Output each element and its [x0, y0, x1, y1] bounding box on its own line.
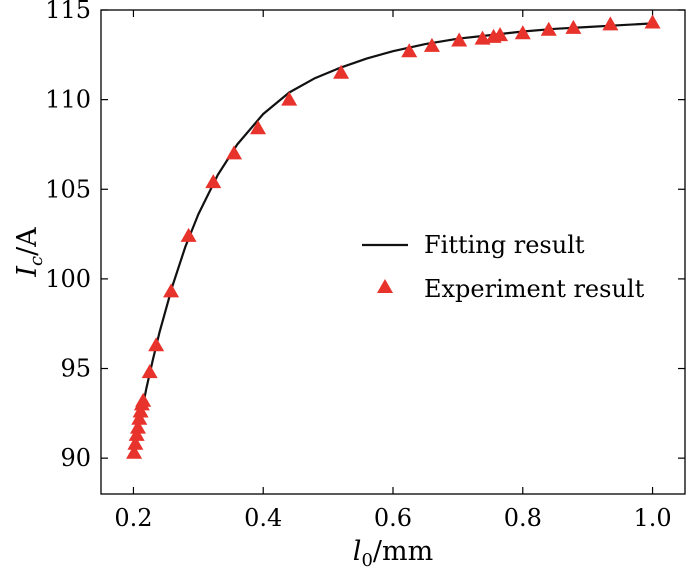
- experiment-point: [126, 444, 143, 459]
- x-axis-label: l0/mm: [353, 536, 433, 571]
- experiment-point: [250, 120, 267, 135]
- legend-label-experiment: Experiment result: [424, 275, 645, 303]
- experiment-point: [602, 16, 619, 31]
- experiment-point: [205, 174, 222, 189]
- experiment-point: [132, 403, 149, 418]
- x-tick-label: 1.0: [633, 504, 671, 532]
- fitting-line-series: [132, 22, 653, 455]
- y-tick-label: 95: [60, 355, 91, 383]
- experiment-point: [423, 37, 440, 52]
- experiment-point: [135, 392, 152, 407]
- legend-triangle-swatch: [377, 279, 393, 293]
- experiment-point: [281, 91, 298, 106]
- experiment-point: [128, 426, 145, 441]
- y-tick-label: 90: [60, 444, 91, 472]
- experiment-point: [565, 19, 582, 34]
- experiment-point: [226, 145, 243, 160]
- x-tick-label: 0.8: [504, 504, 542, 532]
- experiment-point: [514, 25, 531, 40]
- legend: Fitting result Experiment result: [362, 231, 645, 303]
- experiment-point: [131, 410, 148, 425]
- experiment-point: [180, 227, 197, 242]
- ticks: [101, 9, 685, 494]
- legend-label-fitting: Fitting result: [424, 231, 585, 259]
- experiment-point: [129, 419, 146, 434]
- y-axis-label: Ic/A: [12, 227, 47, 278]
- experiment-point: [163, 283, 180, 298]
- experiment-point: [474, 30, 491, 45]
- fitting-result-line: [132, 22, 653, 455]
- x-tick-label: 0.2: [114, 504, 152, 532]
- experiment-point: [451, 32, 468, 47]
- experiment-point: [148, 337, 165, 352]
- experiment-point: [644, 14, 661, 29]
- y-tick-label: 100: [45, 265, 91, 293]
- experiment-point: [127, 435, 144, 450]
- experiment-point: [492, 27, 509, 42]
- y-tick-label: 115: [45, 0, 91, 24]
- plot-frame: [100, 9, 686, 495]
- experiment-point: [333, 64, 350, 79]
- experiment-point: [141, 364, 158, 379]
- tick-labels: 0.2 0.4 0.6 0.8 1.0 90 95 100 105 110 115: [45, 0, 671, 532]
- experiment-points-series: [126, 14, 661, 459]
- x-tick-label: 0.6: [374, 504, 412, 532]
- experiment-point: [401, 43, 418, 58]
- x-tick-label: 0.4: [244, 504, 282, 532]
- y-tick-label: 110: [45, 86, 91, 114]
- experiment-point: [540, 21, 557, 36]
- y-tick-label: 105: [45, 175, 91, 203]
